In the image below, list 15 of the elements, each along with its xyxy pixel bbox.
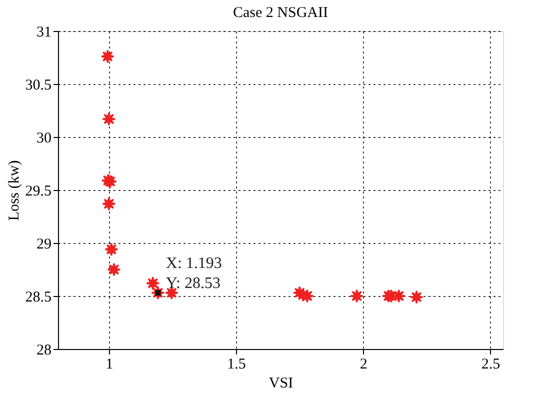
x-tick-label: 2.5 — [481, 356, 500, 372]
y-tick-label: 29.5 — [25, 184, 52, 200]
annotation: X: 1.193 Y: 28.53 — [166, 254, 222, 292]
y-tick-label: 29 — [36, 236, 52, 252]
y-tick-label: 30 — [36, 130, 52, 146]
x-tick-label: 1 — [106, 356, 114, 372]
x-tick-label: 2 — [360, 356, 368, 372]
y-axis-title: Loss (kw) — [6, 160, 22, 221]
y-tick-label: 28 — [36, 342, 52, 358]
chart-title: Case 2 NSGAII — [233, 5, 328, 21]
y-tick-label: 28.5 — [25, 290, 52, 306]
x-axis-title: VSI — [268, 376, 294, 392]
x-tick-label: 1.5 — [227, 356, 246, 372]
y-tick-label: 30.5 — [25, 78, 52, 94]
y-tick-label: 31 — [36, 24, 52, 40]
